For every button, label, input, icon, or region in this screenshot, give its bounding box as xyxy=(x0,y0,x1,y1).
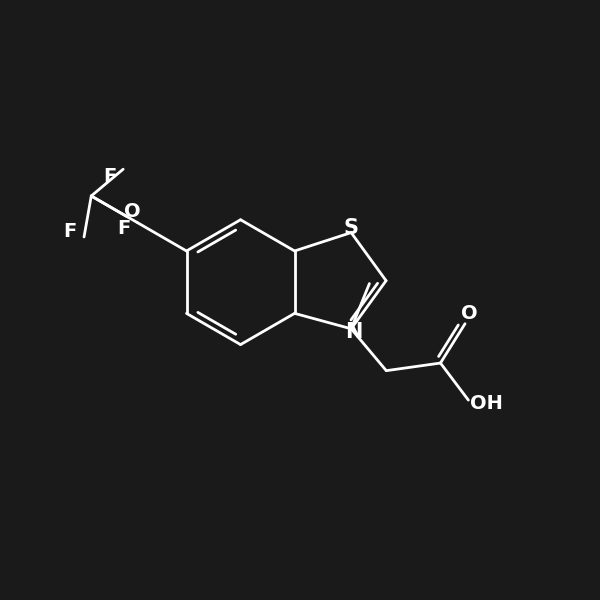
Text: O: O xyxy=(124,202,140,221)
Text: N: N xyxy=(346,322,363,343)
Text: OH: OH xyxy=(470,394,503,413)
Text: O: O xyxy=(461,304,478,323)
Text: F: F xyxy=(118,219,131,238)
Text: F: F xyxy=(64,221,77,241)
Text: S: S xyxy=(344,218,359,238)
Text: F: F xyxy=(103,167,116,186)
